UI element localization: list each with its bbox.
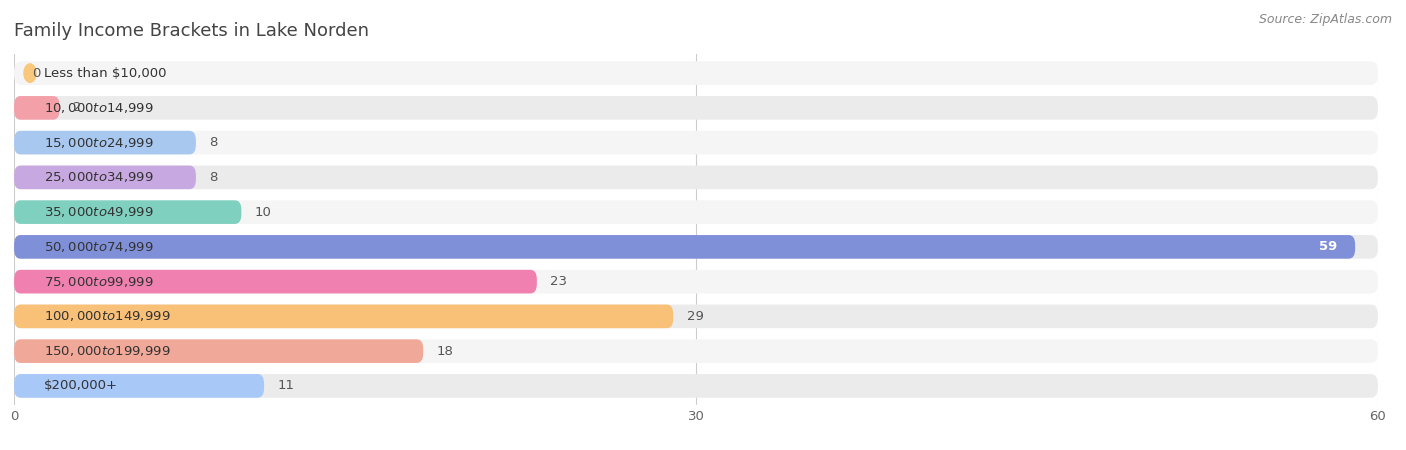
Circle shape [24,272,37,291]
Circle shape [24,64,37,82]
Circle shape [24,99,37,117]
FancyBboxPatch shape [14,166,1378,189]
Text: 0: 0 [32,67,41,80]
FancyBboxPatch shape [14,200,1378,224]
Text: 11: 11 [278,379,295,392]
Circle shape [24,168,37,187]
Text: 59: 59 [1319,240,1337,253]
Text: $10,000 to $14,999: $10,000 to $14,999 [44,101,153,115]
Text: Family Income Brackets in Lake Norden: Family Income Brackets in Lake Norden [14,22,368,40]
FancyBboxPatch shape [14,131,1378,154]
FancyBboxPatch shape [14,200,242,224]
FancyBboxPatch shape [14,339,423,363]
Text: $25,000 to $34,999: $25,000 to $34,999 [44,171,153,184]
Text: 8: 8 [209,171,218,184]
FancyBboxPatch shape [14,270,537,293]
FancyBboxPatch shape [14,131,195,154]
Text: 10: 10 [254,206,271,219]
Circle shape [24,377,37,395]
Text: $75,000 to $99,999: $75,000 to $99,999 [44,274,153,288]
Text: $150,000 to $199,999: $150,000 to $199,999 [44,344,170,358]
Text: 23: 23 [551,275,568,288]
FancyBboxPatch shape [14,374,264,398]
Circle shape [24,238,37,256]
Text: $15,000 to $24,999: $15,000 to $24,999 [44,135,153,149]
Text: Less than $10,000: Less than $10,000 [44,67,166,80]
FancyBboxPatch shape [14,166,195,189]
Text: 18: 18 [437,345,454,358]
Circle shape [24,342,37,360]
Circle shape [24,203,37,221]
FancyBboxPatch shape [14,270,1378,293]
FancyBboxPatch shape [14,305,673,328]
Text: $200,000+: $200,000+ [44,379,118,392]
Text: Source: ZipAtlas.com: Source: ZipAtlas.com [1258,14,1392,27]
FancyBboxPatch shape [14,339,1378,363]
Circle shape [24,307,37,326]
FancyBboxPatch shape [14,61,1378,85]
FancyBboxPatch shape [14,96,59,120]
FancyBboxPatch shape [14,235,1378,259]
Text: $50,000 to $74,999: $50,000 to $74,999 [44,240,153,254]
FancyBboxPatch shape [14,96,1378,120]
Circle shape [24,133,37,152]
FancyBboxPatch shape [14,235,1355,259]
Text: $100,000 to $149,999: $100,000 to $149,999 [44,310,170,324]
Text: $35,000 to $49,999: $35,000 to $49,999 [44,205,153,219]
Text: 29: 29 [688,310,704,323]
Text: 8: 8 [209,136,218,149]
FancyBboxPatch shape [14,374,1378,398]
FancyBboxPatch shape [14,305,1378,328]
Text: 2: 2 [73,101,82,114]
